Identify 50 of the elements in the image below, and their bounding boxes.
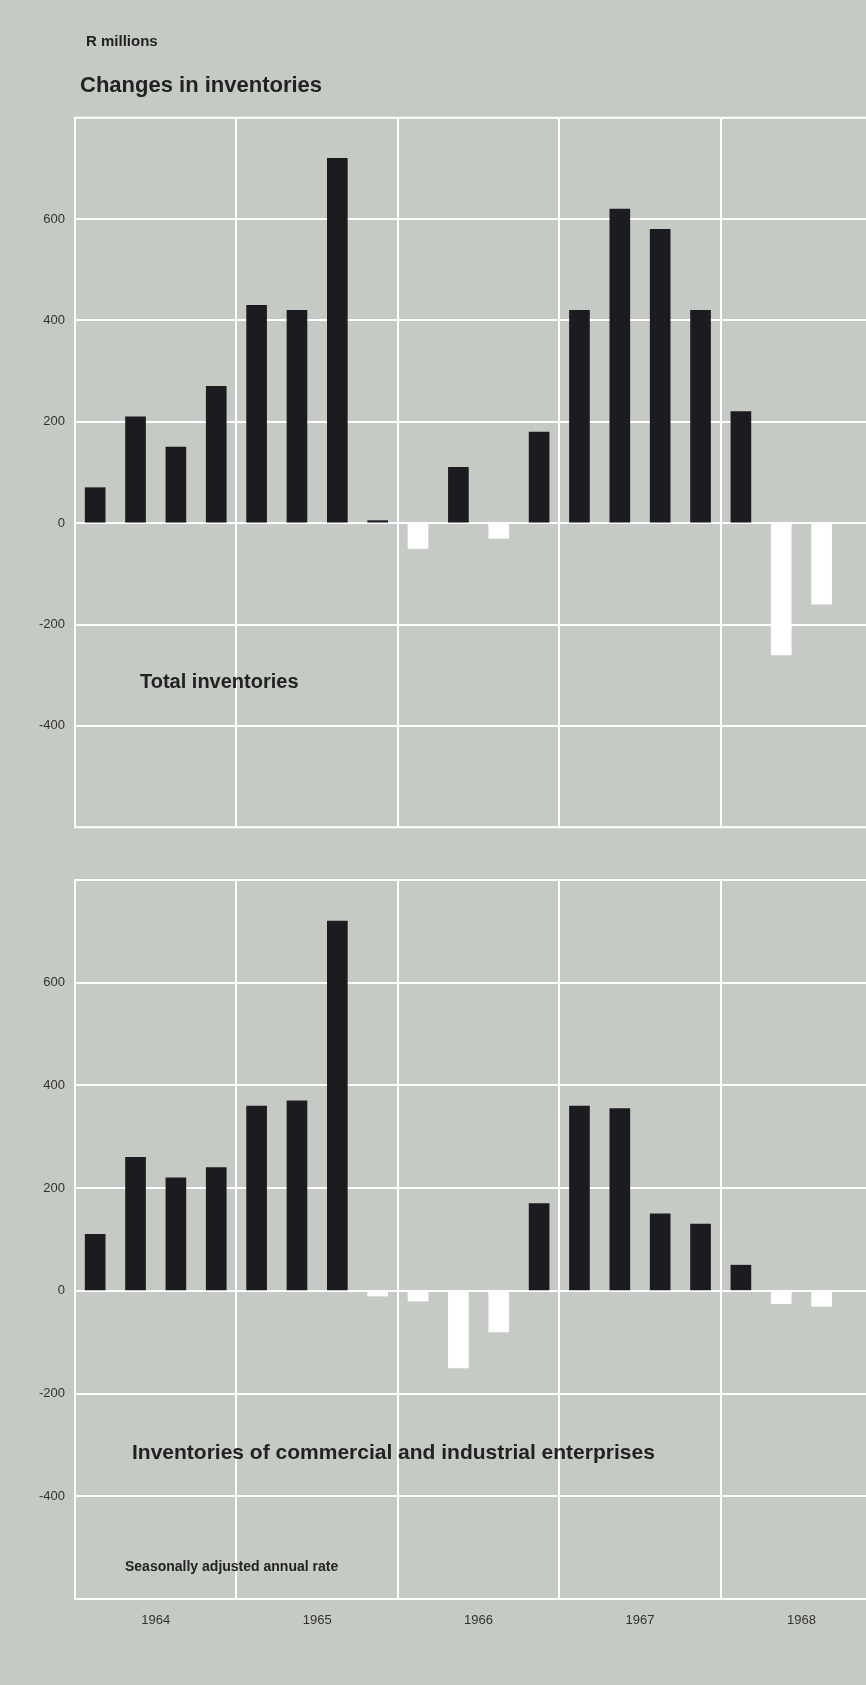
bar bbox=[84, 1234, 106, 1291]
y-tick-label: 600 bbox=[43, 974, 65, 990]
bar bbox=[690, 1223, 711, 1291]
bar bbox=[205, 1167, 227, 1291]
bar bbox=[569, 1105, 590, 1291]
bar bbox=[165, 446, 187, 523]
y-tick-label: -400 bbox=[38, 717, 65, 733]
y-tick-label: 400 bbox=[43, 312, 65, 328]
y-tick-label: -400 bbox=[38, 1487, 65, 1503]
x-tick-label: 1968 bbox=[786, 1612, 816, 1628]
text: Total inventories bbox=[140, 670, 299, 693]
y-axis-title: R millions bbox=[86, 32, 158, 49]
bar bbox=[609, 1108, 631, 1291]
y-tick-label: 200 bbox=[43, 1179, 65, 1195]
bar bbox=[326, 920, 348, 1291]
bar bbox=[367, 520, 389, 523]
x-tick-label: 1966 bbox=[464, 1612, 494, 1628]
bar bbox=[609, 208, 631, 523]
bar bbox=[165, 1177, 187, 1291]
y-tick-label: 0 bbox=[57, 514, 65, 530]
y-tick-label: 400 bbox=[43, 1077, 65, 1093]
bar bbox=[649, 1213, 671, 1291]
y-tick-label: -200 bbox=[38, 616, 65, 632]
y-tick-label: 200 bbox=[43, 413, 65, 429]
y-tick-label: -200 bbox=[38, 1385, 65, 1401]
bar bbox=[205, 386, 227, 523]
y-tick-label: 0 bbox=[57, 1282, 65, 1298]
bar bbox=[246, 304, 267, 523]
bar bbox=[730, 1264, 752, 1291]
x-tick-label: 1965 bbox=[302, 1612, 332, 1628]
bar bbox=[690, 310, 711, 523]
bar bbox=[125, 416, 146, 523]
chart-title: Changes in inventories bbox=[80, 72, 323, 98]
annotation: Seasonally adjusted annual rate bbox=[125, 1558, 339, 1574]
bar bbox=[286, 310, 308, 523]
bar bbox=[448, 467, 469, 523]
bar bbox=[286, 1100, 308, 1291]
bar bbox=[528, 431, 550, 523]
bar bbox=[730, 411, 752, 523]
y-tick-label: 600 bbox=[43, 210, 65, 226]
bar bbox=[326, 158, 348, 523]
bar bbox=[246, 1105, 267, 1291]
x-tick-label: 1964 bbox=[141, 1612, 171, 1628]
bar bbox=[649, 228, 671, 523]
bar bbox=[84, 487, 106, 523]
text: Inventories of commercial and industrial enterprises bbox=[132, 1440, 655, 1464]
x-tick-label: 1967 bbox=[625, 1612, 655, 1628]
bar bbox=[528, 1203, 550, 1291]
bar bbox=[125, 1157, 146, 1291]
bar bbox=[569, 310, 590, 523]
